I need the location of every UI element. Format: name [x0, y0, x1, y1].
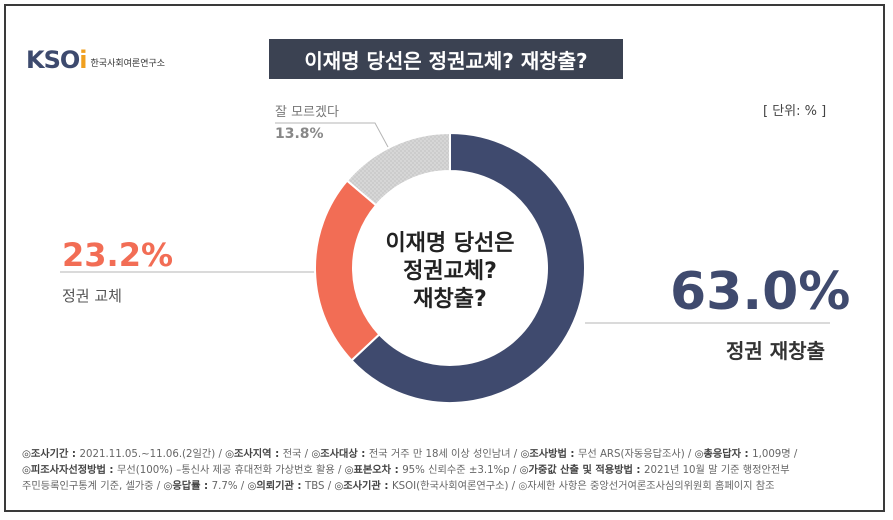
regime-change-percent: 23.2% — [62, 236, 174, 274]
chart-frame — [4, 4, 885, 512]
footer-value: ◎자세한 사항은 중앙선거여론조사심의위원회 홈페이지 참조 — [518, 481, 775, 492]
footer-key: ◎표본오차 : — [344, 465, 403, 476]
logo-mark: KSOi — [26, 46, 88, 74]
footer-value: 무선 ARS(자동응답조사) / — [577, 449, 695, 460]
footer-key: ◎조사지역 : — [225, 449, 283, 460]
footer-line-1: ◎조사기간 : 2021.11.05.~11.06.(2일간) / ◎조사지역 … — [22, 447, 872, 463]
footer-value: 주민등록인구통계 기준, 셀가중 / — [22, 481, 164, 492]
unit-label: [ 단위: % ] — [763, 104, 827, 119]
footer-value: 전국 / — [282, 449, 312, 460]
footer-value: 1,009명 / — [752, 449, 798, 460]
footer-key: ◎총응답자 : — [694, 449, 753, 460]
logo-org-name: 한국사회여론연구소 — [90, 58, 166, 69]
footer-value: 95% 신뢰수준 ±3.1%p / — [402, 465, 520, 476]
footer-key: ◎가중값 산출 및 적용방법 : — [519, 465, 645, 476]
regime-change-label: 정권 교체 — [62, 287, 122, 305]
dont-know-label: 잘 모르겠다 — [275, 105, 339, 120]
center-line-1: 이재명 당선은 — [385, 231, 515, 256]
footer-key: ◎응답률 : — [163, 481, 212, 492]
footer-key: ◎피조사자선정방법 : — [22, 465, 118, 476]
footer-line-2: ◎피조사자선정방법 : 무선(100%) –통신사 제공 휴대전화 가상번호 활… — [22, 463, 872, 479]
footer-value: KSOI(한국사회여론연구소) / — [391, 481, 519, 492]
footer-value: 7.7% / — [211, 481, 248, 492]
footer-key: ◎조사기관 : — [334, 481, 392, 492]
footer-value: 2021년 10월 말 기준 행정안전부 — [644, 465, 790, 476]
chart-title: 이재명 당선은 정권교체? 재창출? — [269, 39, 623, 79]
survey-footer: ◎조사기간 : 2021.11.05.~11.06.(2일간) / ◎조사지역 … — [22, 447, 872, 495]
continuity-label: 정권 재창출 — [726, 339, 825, 363]
center-line-2: 정권교체? — [403, 259, 497, 284]
footer-value: TBS / — [305, 481, 335, 492]
footer-value: 2021.11.05.~11.06.(2일간) / — [79, 449, 226, 460]
slice-dont-know — [345, 131, 451, 207]
footer-key: ◎조사기간 : — [22, 449, 80, 460]
ksoi-logo: KSOi 한국사회여론연구소 — [26, 46, 165, 74]
footer-value: 무선(100%) –통신사 제공 휴대전화 가상번호 활용 / — [117, 465, 345, 476]
footer-value: 전국 거주 만 18세 이상 성인남녀 / — [368, 449, 521, 460]
slice-continuity — [350, 131, 586, 404]
center-line-3: 재창출? — [413, 287, 487, 312]
footer-key: ◎조사대상 : — [311, 449, 369, 460]
donut-center-label: 이재명 당선은 정권교체? 재창출? — [355, 230, 545, 314]
footer-key: ◎의뢰기관 : — [247, 481, 305, 492]
dont-know-percent: 13.8% — [275, 126, 324, 142]
footer-key: ◎조사방법 : — [520, 449, 578, 460]
footer-line-3: 주민등록인구통계 기준, 셀가중 / ◎응답률 : 7.7% / ◎의뢰기관 :… — [22, 479, 872, 495]
continuity-percent: 63.0% — [670, 262, 851, 322]
